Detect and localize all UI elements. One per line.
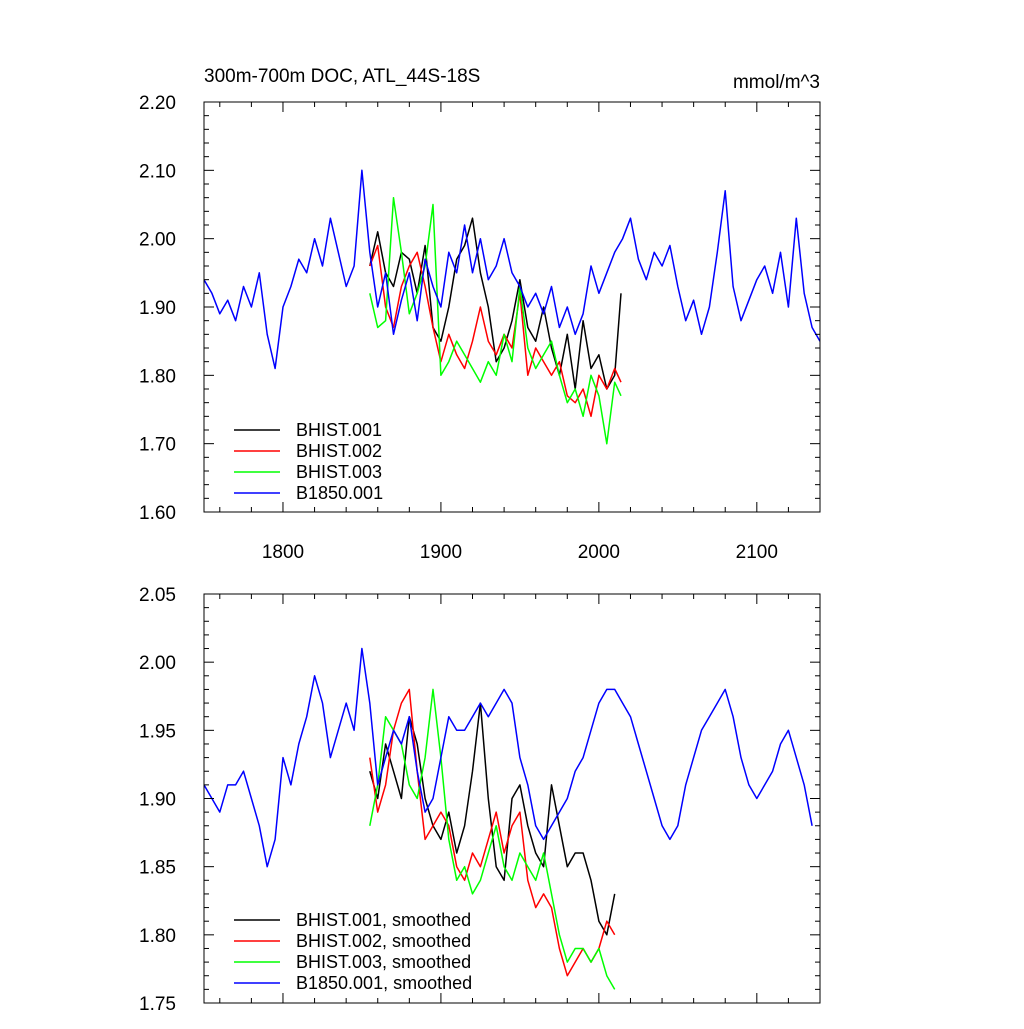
top-series-layer [204,169,820,445]
x-tick-label: 1900 [420,542,462,563]
series-line-bottom-1 [369,688,616,977]
bottom-series-layer [204,647,813,990]
y-tick-label: 1.90 [139,790,176,811]
legend-label: BHIST.003, smoothed [296,952,471,972]
series-line-top-1 [369,244,622,418]
y-tick-label: 1.75 [139,994,176,1015]
y-tick-label: 1.90 [139,298,176,319]
y-tick-label: 1.80 [139,366,176,387]
y-tick-label: 2.05 [139,585,176,606]
series-line-top-2 [369,196,622,445]
top-panel: 300m-700m DOC, ATL_44S-18S mmol/m^3 1.60… [139,66,821,563]
x-tick-label: 1800 [262,542,304,563]
bottom-axis-layer: 1.75 1.80 1.85 1.90 1.95 2.00 2.05 [139,585,821,1015]
legend-label: BHIST.001 [296,420,382,440]
series-line-top-0 [369,217,622,390]
x-tick-label: 2000 [578,542,620,563]
y-tick-label: 1.95 [139,721,176,742]
y-tick-label: 2.10 [139,161,176,182]
y-tick-label: 1.80 [139,926,176,947]
series-line-bottom-3 [204,647,813,868]
x-tick-label: 2100 [736,542,778,563]
y-tick-label: 1.60 [139,503,176,524]
legend-label: BHIST.001, smoothed [296,910,471,930]
series-line-top-3 [204,169,820,370]
top-panel-title: 300m-700m DOC, ATL_44S-18S [204,66,480,87]
y-tick-label: 1.85 [139,858,176,879]
top-panel-units: mmol/m^3 [733,72,820,93]
bottom-panel: 1.75 1.80 1.85 1.90 1.95 2.00 2.05 BHIST.001, … [139,585,821,1015]
legend-label: B1850.001, smoothed [296,973,472,993]
y-tick-label: 2.00 [139,230,176,251]
y-tick-label: 2.20 [139,93,176,114]
legend-label: BHIST.003 [296,462,382,482]
y-tick-label: 1.70 [139,435,176,456]
legend-label: BHIST.002, smoothed [296,931,471,951]
series-line-bottom-2 [369,688,616,990]
series-line-bottom-0 [369,702,616,936]
legend-label: B1850.001 [296,483,383,503]
y-tick-label: 2.00 [139,653,176,674]
top-axis-layer: 1.60 1.70 1.80 1.90 2.00 2.10 2.20 1800 1900 2000… [139,93,821,563]
legend-label: BHIST.002 [296,441,382,461]
